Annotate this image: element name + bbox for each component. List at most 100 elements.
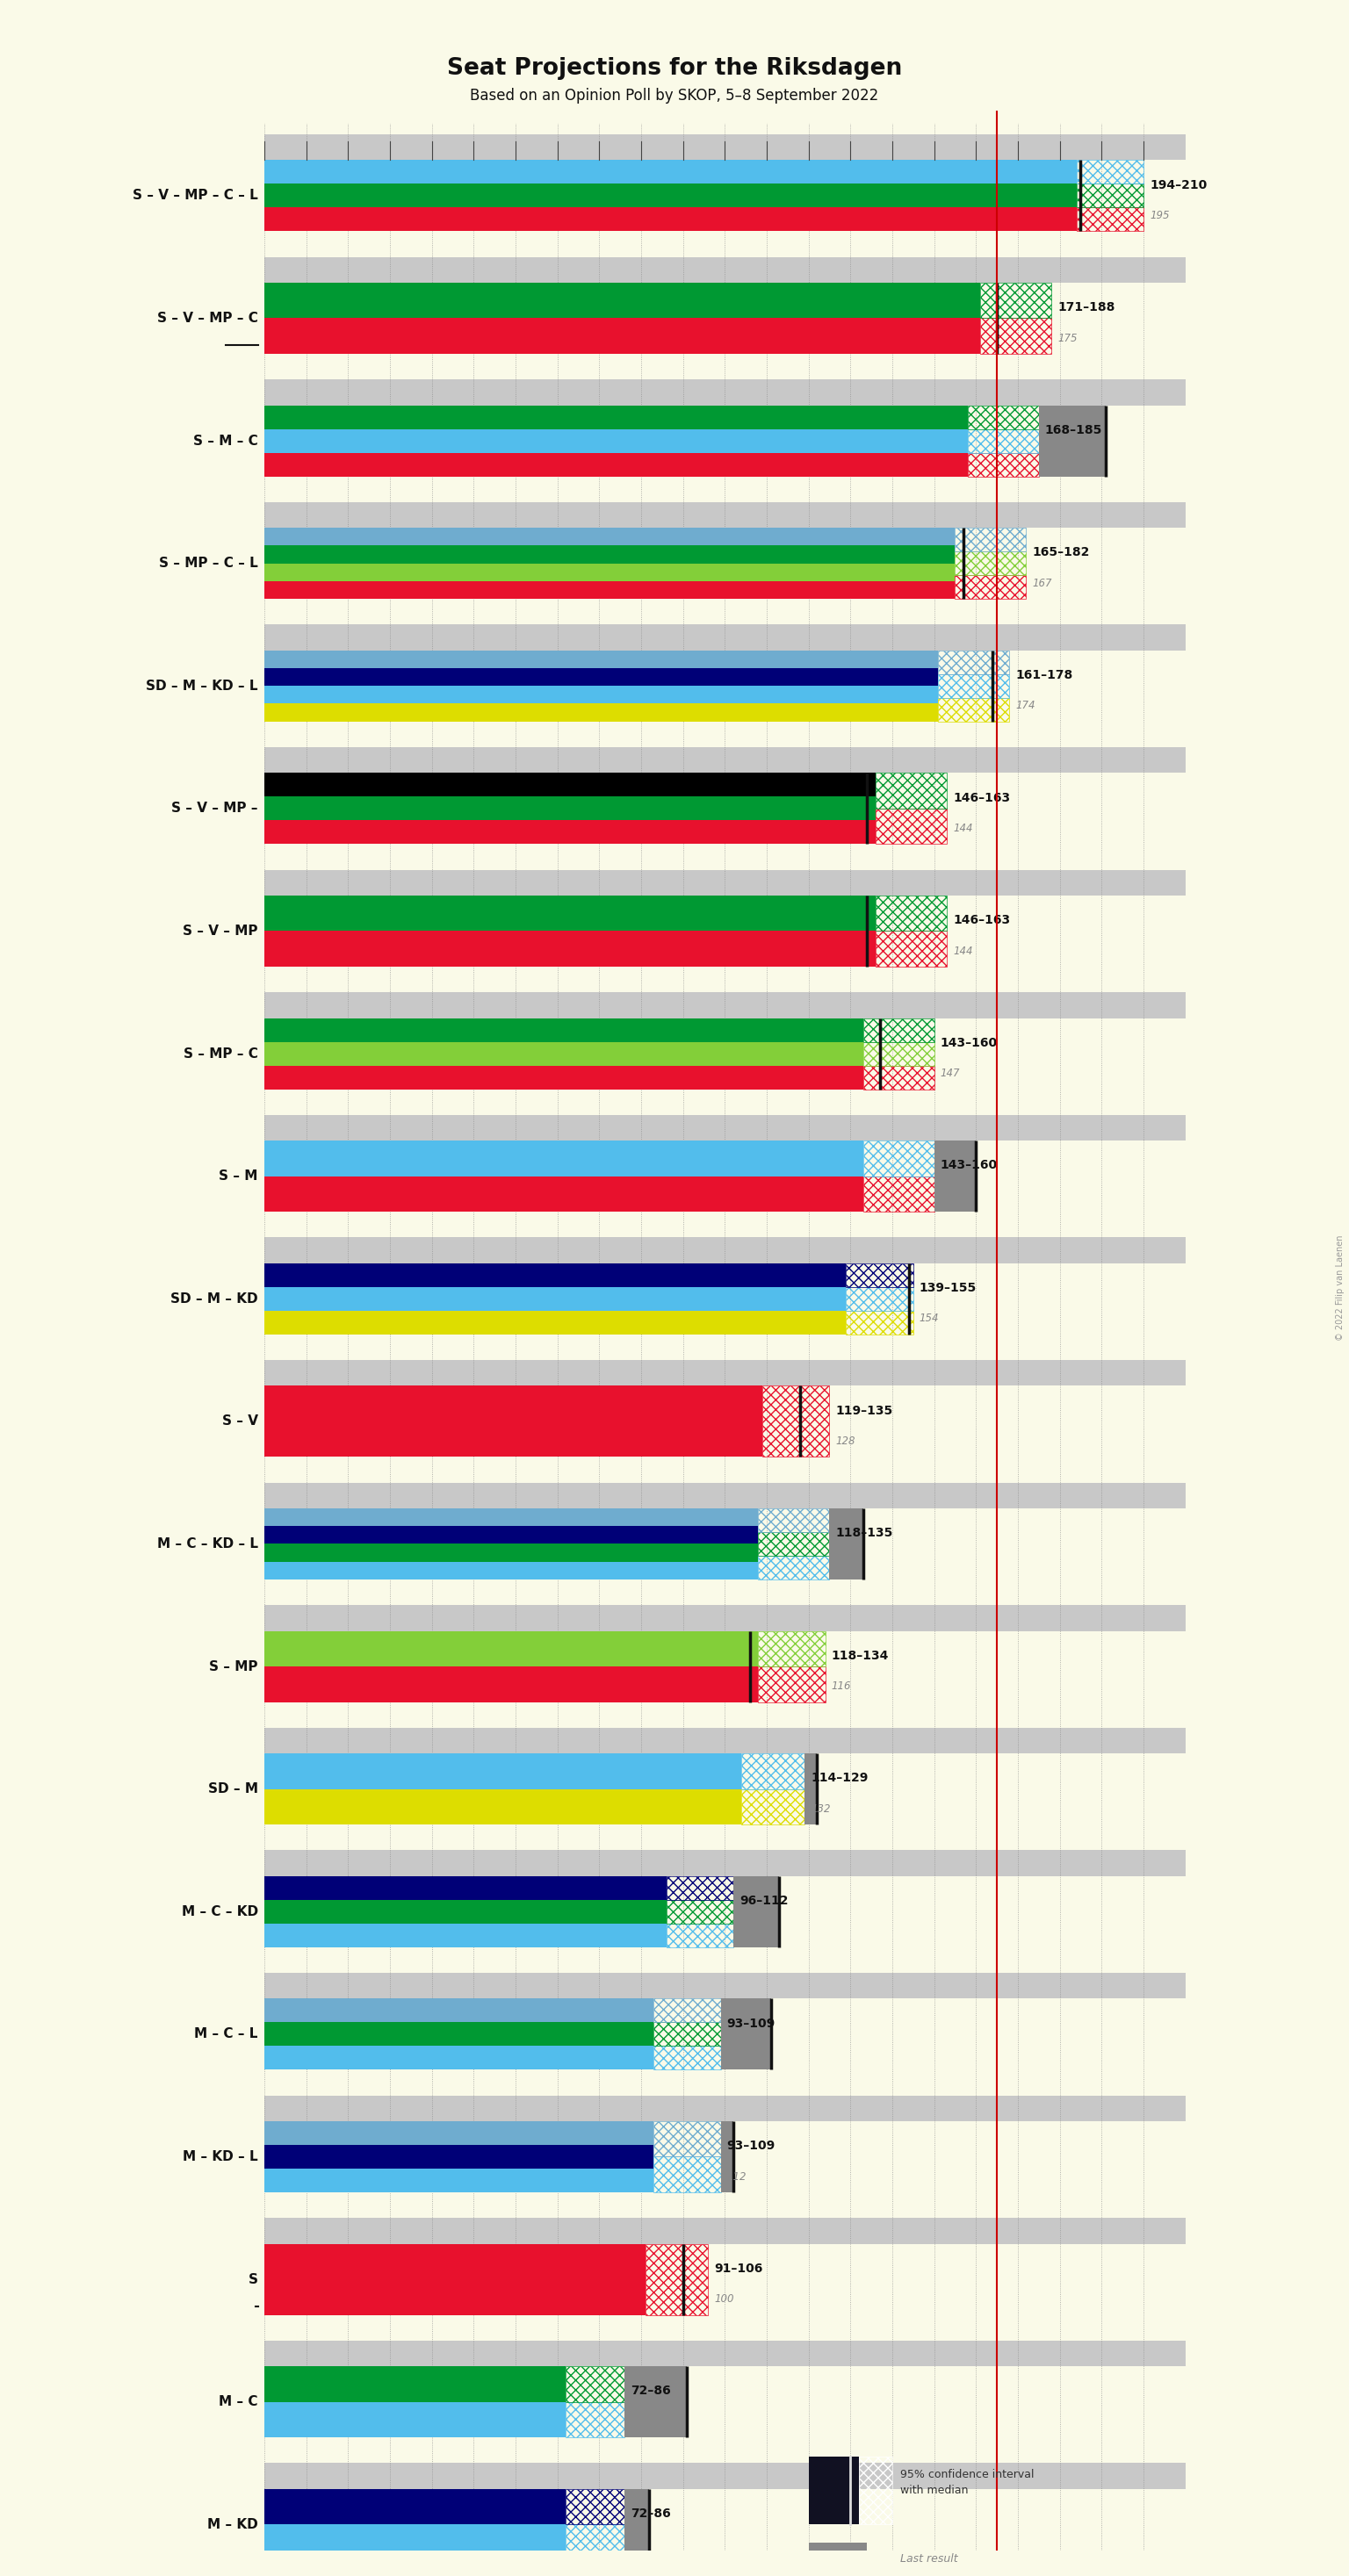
Bar [264,1066,863,1090]
Text: 116: 116 [831,1680,851,1692]
Text: 100: 100 [715,2293,734,2306]
Text: 171–188: 171–188 [1058,301,1116,314]
Bar [264,1875,666,1899]
Bar [654,2156,720,2192]
Bar [264,2316,1186,2342]
Text: 161–178: 161–178 [1016,670,1072,683]
Text: 146–163: 146–163 [952,914,1010,927]
Text: S – MP – C – L: S – MP – C – L [159,556,258,569]
Bar [762,1386,830,1458]
Bar [955,574,1027,598]
Bar [264,1334,1186,1360]
Bar [264,209,1077,232]
Text: 170: 170 [940,1190,960,1203]
Bar [264,232,1186,258]
Bar [876,930,947,966]
Text: Based on an Opinion Poll by SKOP, 5–8 September 2022: Based on an Opinion Poll by SKOP, 5–8 Se… [471,88,878,103]
Bar [967,430,1039,453]
Text: S – MP – C: S – MP – C [183,1046,258,1061]
Bar [264,2401,565,2437]
Bar [264,1579,1186,1631]
Text: 139–155: 139–155 [920,1283,977,1293]
Bar [565,2524,625,2561]
Bar [264,1510,758,1525]
Bar [264,845,1186,896]
Bar [625,2367,687,2437]
Text: M – C – KD: M – C – KD [182,1906,258,1919]
Bar [264,2146,654,2169]
Bar [264,1924,666,1947]
Bar [981,319,1051,353]
Bar [264,1947,1186,1999]
Bar [264,2437,1186,2488]
Bar [264,160,1077,183]
Text: M – C – L: M – C – L [194,2027,258,2040]
Bar [758,1556,830,1579]
Bar [264,1824,1186,1875]
Bar [939,675,1009,698]
Bar [264,1458,1186,1484]
Text: SD – M: SD – M [208,1783,258,1795]
Bar [264,477,1186,502]
Bar [264,685,939,703]
Bar [808,2543,867,2576]
Bar [565,2401,625,2437]
Bar [1039,404,1106,477]
Bar [264,1311,846,1334]
Text: 147: 147 [940,1069,960,1079]
Text: S – MP: S – MP [209,1659,258,1672]
Bar [264,598,1186,649]
Bar [264,528,955,546]
Text: 128: 128 [836,1435,855,1448]
Bar [264,430,967,453]
Text: 95% confidence interval
with median: 95% confidence interval with median [901,2470,1035,2496]
Bar [863,1141,934,1177]
Text: 121: 121 [727,2048,746,2061]
Text: 143–160: 143–160 [940,1036,997,1048]
Text: 195: 195 [1149,209,1170,222]
Text: Last result: Last result [901,2553,958,2566]
Text: 167: 167 [1032,577,1052,590]
Text: M – C: M – C [219,2396,258,2409]
Bar [264,1458,1186,1510]
Text: 118–135: 118–135 [836,1528,893,1540]
Bar [666,1875,733,1899]
Bar [876,896,947,930]
Bar [264,966,1186,1018]
Bar [264,1334,1186,1386]
Bar [264,1525,758,1543]
Bar [720,2120,733,2192]
Bar [264,2069,1186,2094]
Bar [863,1041,934,1066]
Bar [264,721,1186,773]
Text: 112: 112 [727,2172,746,2182]
Bar [565,2488,625,2524]
Text: 165–182: 165–182 [1032,546,1090,559]
Text: 91–106: 91–106 [715,2262,764,2275]
Bar [264,2316,1186,2367]
Bar [863,1018,934,1041]
Bar [264,819,876,845]
Text: 143–160: 143–160 [940,1159,997,1172]
Bar [264,1090,1186,1115]
Bar [758,1631,826,1667]
Text: S – V: S – V [223,1414,258,1427]
Bar [264,721,1186,747]
Bar [264,2069,1186,2120]
Bar [264,1018,863,1041]
Bar [846,1288,913,1311]
Bar [264,582,955,598]
Bar [939,649,1009,675]
Bar [264,453,967,477]
Text: M – KD – L: M – KD – L [183,2151,258,2164]
Bar [264,896,876,930]
Bar [645,2244,708,2316]
Bar [1077,183,1144,209]
Bar [264,1262,846,1288]
Bar [264,2045,654,2069]
Bar [264,1288,846,1311]
Bar [264,1631,758,1667]
Text: 72–86: 72–86 [630,2385,670,2398]
Bar [666,1924,733,1947]
Bar [264,353,1186,379]
